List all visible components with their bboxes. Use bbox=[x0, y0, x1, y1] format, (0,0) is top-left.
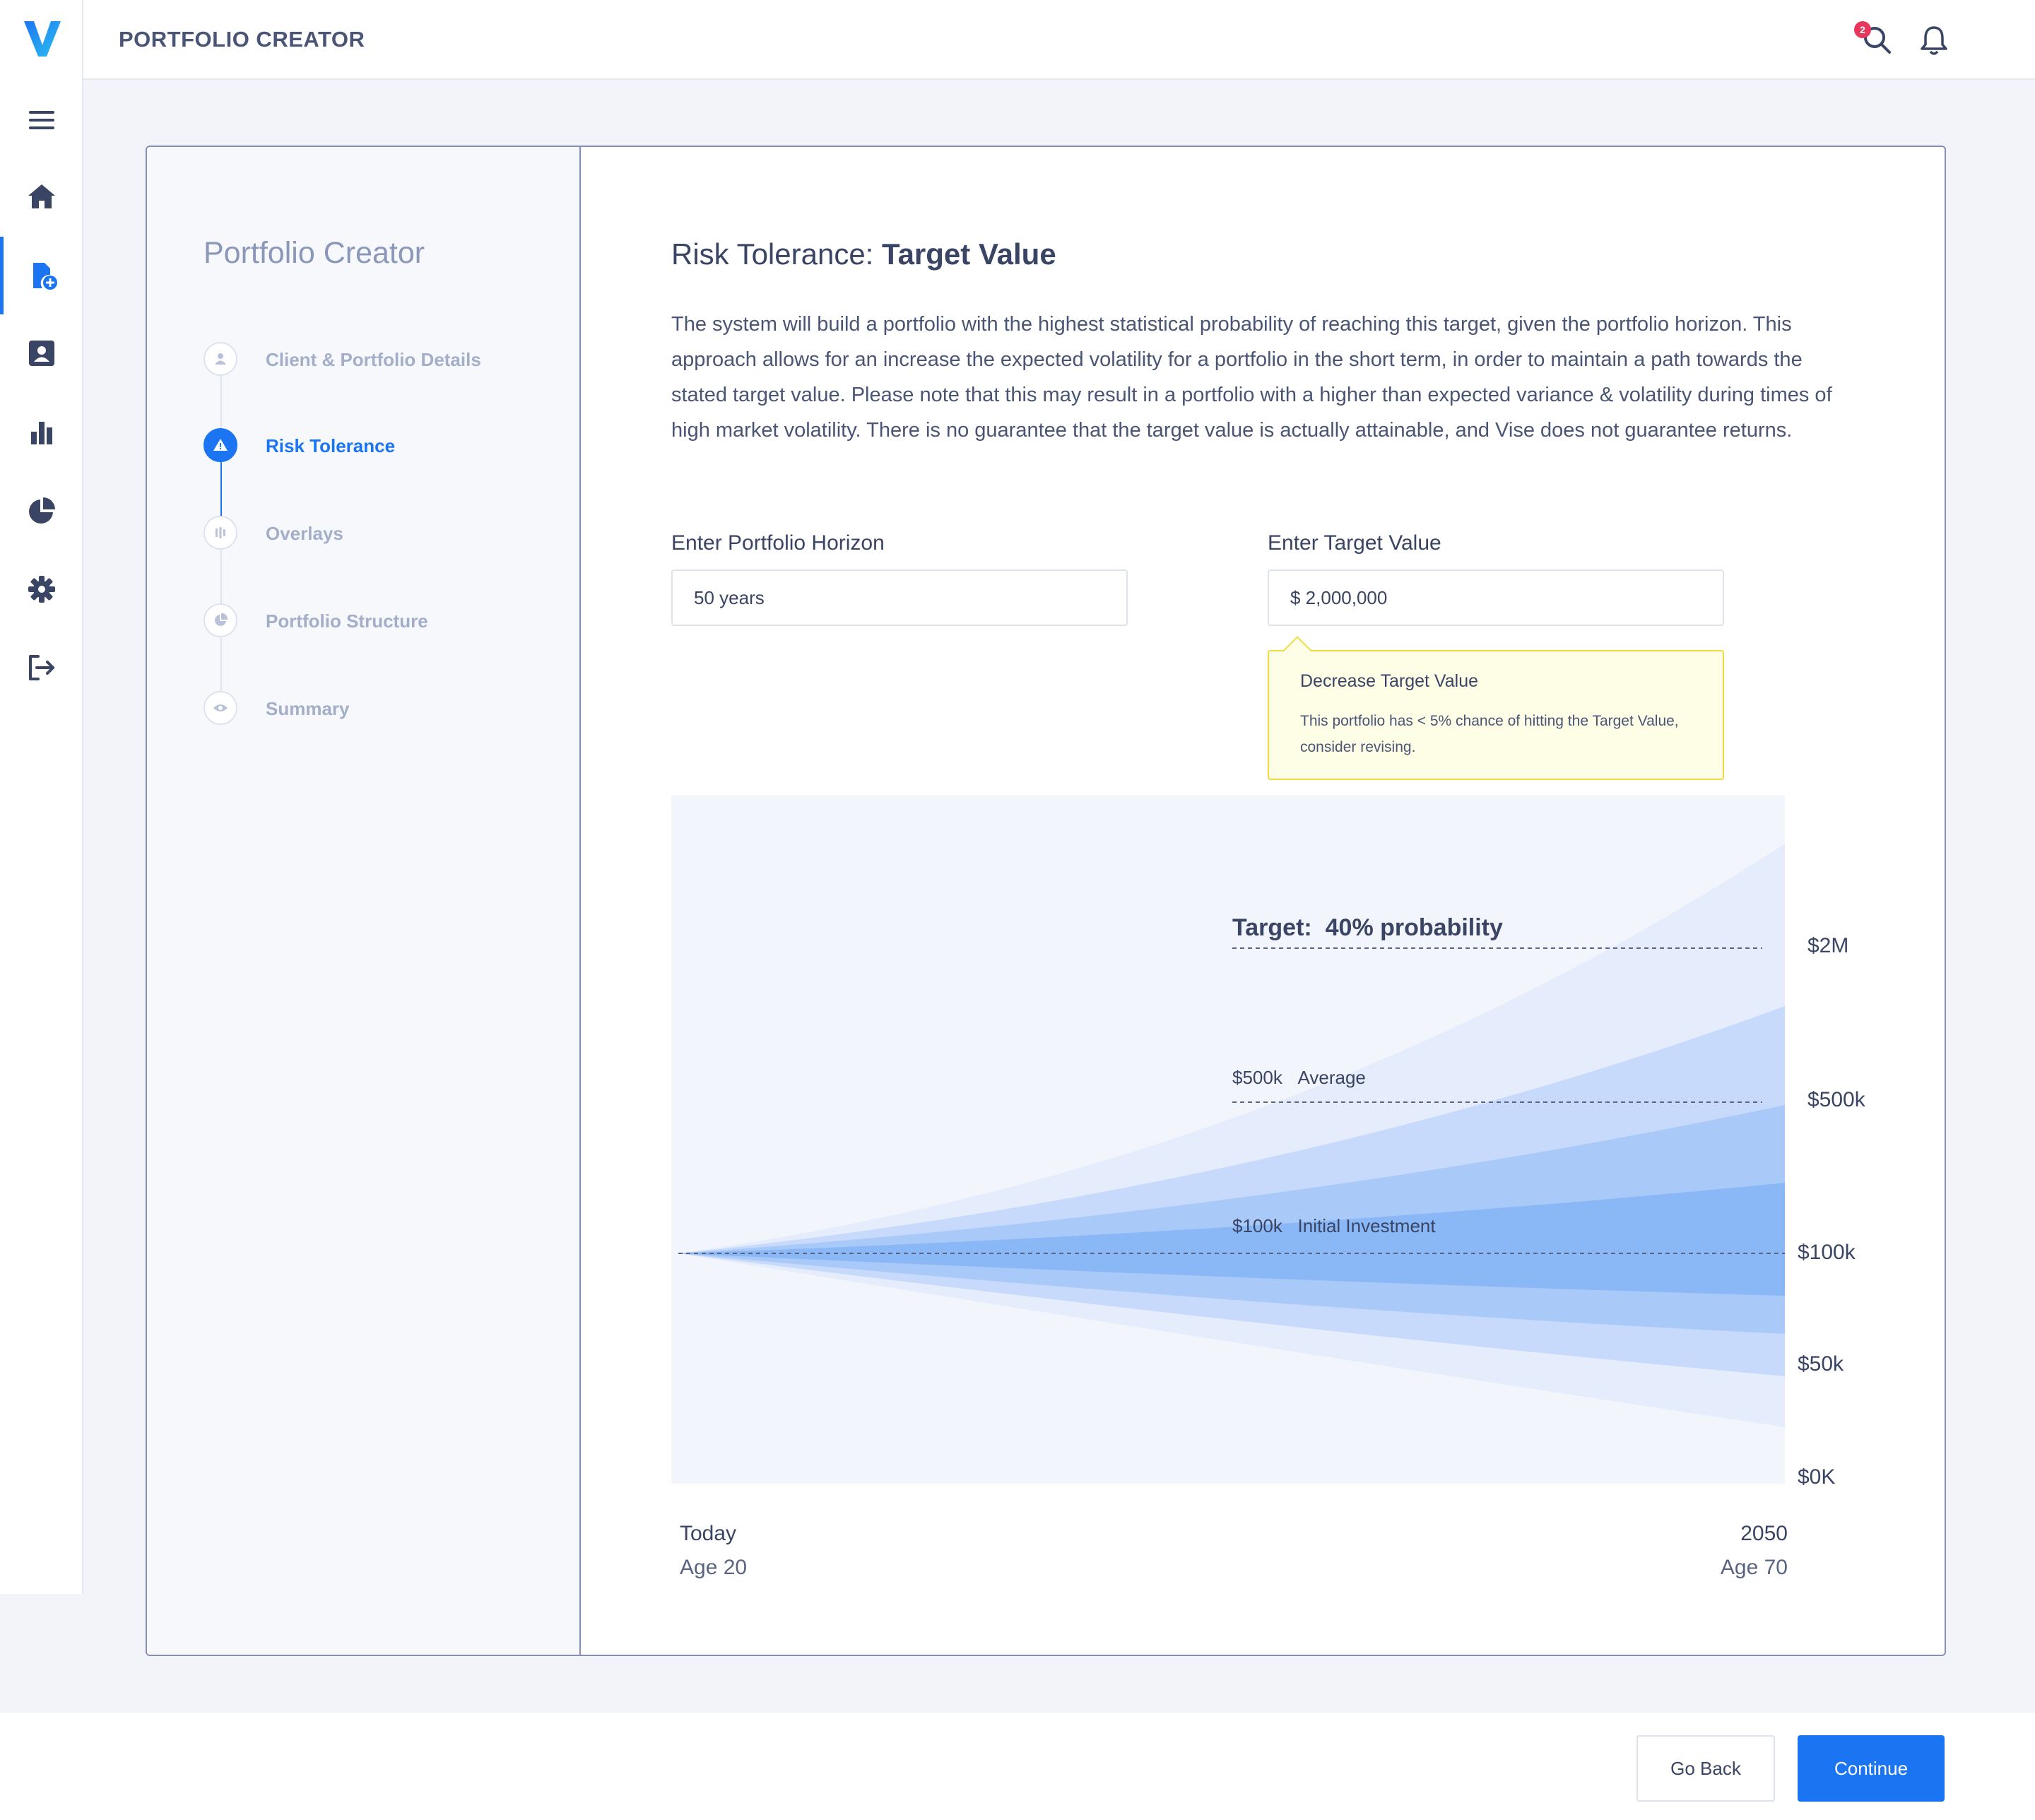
step-summary[interactable]: Summary bbox=[204, 691, 557, 725]
bell-icon[interactable] bbox=[1918, 24, 1950, 57]
overlays-icon bbox=[204, 516, 237, 550]
step-label: Client & Portfolio Details bbox=[266, 349, 481, 370]
description-text: The system will build a portfolio with t… bbox=[671, 313, 1832, 442]
pie-chart-icon bbox=[204, 603, 237, 637]
warning-callout: Decrease Target Value This portfolio has… bbox=[1268, 650, 1724, 780]
warning-icon bbox=[204, 428, 237, 462]
go-back-button[interactable]: Go Back bbox=[1636, 1735, 1775, 1802]
contact-card-icon[interactable] bbox=[0, 314, 83, 392]
x-end-label: 2050 bbox=[1740, 1522, 1788, 1545]
initial-value: $100k bbox=[1232, 1215, 1282, 1236]
band-outer bbox=[678, 844, 1785, 1427]
chart-background bbox=[671, 796, 1785, 1484]
y-tick-label: $100k bbox=[1798, 1241, 1856, 1264]
page-title-bold: Target Value bbox=[882, 237, 1056, 271]
average-value: $500k bbox=[1232, 1067, 1282, 1088]
y-tick-label: $0K bbox=[1798, 1465, 1836, 1489]
x-end-sublabel: Age 70 bbox=[1720, 1556, 1788, 1579]
y-tick-label: $50k bbox=[1798, 1352, 1844, 1376]
target-probability: 40% probability bbox=[1325, 914, 1503, 941]
band-core bbox=[678, 1183, 1785, 1296]
band-middle bbox=[678, 1006, 1785, 1376]
x-start-label: Today bbox=[680, 1522, 737, 1545]
step-overlays[interactable]: Overlays bbox=[204, 516, 557, 550]
initial-investment-annotation: $100k Initial Investment bbox=[1232, 1215, 1436, 1237]
step-connector bbox=[220, 637, 222, 692]
pie-chart-icon[interactable] bbox=[0, 472, 83, 550]
step-label: Summary bbox=[266, 698, 350, 719]
eye-icon bbox=[204, 691, 237, 725]
home-icon[interactable] bbox=[0, 158, 83, 235]
initial-label: Initial Investment bbox=[1297, 1215, 1436, 1236]
menu-icon[interactable] bbox=[0, 81, 83, 159]
target-prefix: Target: bbox=[1232, 914, 1312, 941]
average-label: Average bbox=[1297, 1067, 1366, 1088]
continue-button[interactable]: Continue bbox=[1798, 1735, 1945, 1802]
target-label: Enter Target Value bbox=[1268, 531, 1441, 555]
steps-panel-title: Portfolio Creator bbox=[204, 236, 425, 270]
bar-chart-icon[interactable] bbox=[0, 394, 83, 471]
sidebar bbox=[0, 0, 83, 1594]
notification-badge: 2 bbox=[1854, 21, 1871, 38]
person-icon bbox=[204, 342, 237, 376]
step-risk-tolerance[interactable]: Risk Tolerance bbox=[204, 428, 557, 462]
target-annotation: Target: 40% probability bbox=[1232, 914, 1503, 942]
step-connector-active bbox=[220, 462, 222, 517]
horizon-input[interactable]: 50 years bbox=[671, 569, 1128, 626]
step-label: Overlays bbox=[266, 523, 343, 544]
steps-panel: Portfolio Creator Client & Portfolio Det… bbox=[147, 147, 581, 1655]
step-label: Risk Tolerance bbox=[266, 435, 396, 456]
vise-logo[interactable] bbox=[23, 17, 62, 61]
app-title: PORTFOLIO CREATOR bbox=[119, 27, 365, 52]
band-inner bbox=[678, 1105, 1785, 1334]
average-annotation: $500k Average bbox=[1232, 1067, 1366, 1089]
step-client-details[interactable]: Client & Portfolio Details bbox=[204, 342, 557, 376]
horizon-label: Enter Portfolio Horizon bbox=[671, 531, 885, 555]
x-start-sublabel: Age 20 bbox=[680, 1556, 748, 1579]
target-value-input[interactable]: $ 2,000,000 bbox=[1268, 569, 1724, 626]
warning-title: Decrease Target Value bbox=[1300, 671, 1479, 691]
step-connector bbox=[220, 550, 222, 605]
portfolio-creator-card: Portfolio Creator Client & Portfolio Det… bbox=[146, 146, 1946, 1656]
logout-icon[interactable] bbox=[0, 629, 83, 707]
page-title-prefix: Risk Tolerance: bbox=[671, 237, 883, 271]
y-tick-label: $2M bbox=[1807, 934, 1849, 957]
page-title: Risk Tolerance: Target Value bbox=[671, 237, 1056, 271]
file-add-icon[interactable] bbox=[0, 237, 83, 314]
step-label: Portfolio Structure bbox=[266, 610, 428, 632]
footer-bar: Go Back Continue bbox=[0, 1713, 2035, 1820]
y-tick-label: $500k bbox=[1807, 1088, 1865, 1111]
step-connector bbox=[220, 376, 222, 429]
gear-icon[interactable] bbox=[0, 550, 83, 628]
top-bar: PORTFOLIO CREATOR bbox=[83, 0, 2035, 80]
warning-text: This portfolio has < 5% chance of hittin… bbox=[1300, 713, 1679, 755]
step-portfolio-structure[interactable]: Portfolio Structure bbox=[204, 603, 557, 637]
